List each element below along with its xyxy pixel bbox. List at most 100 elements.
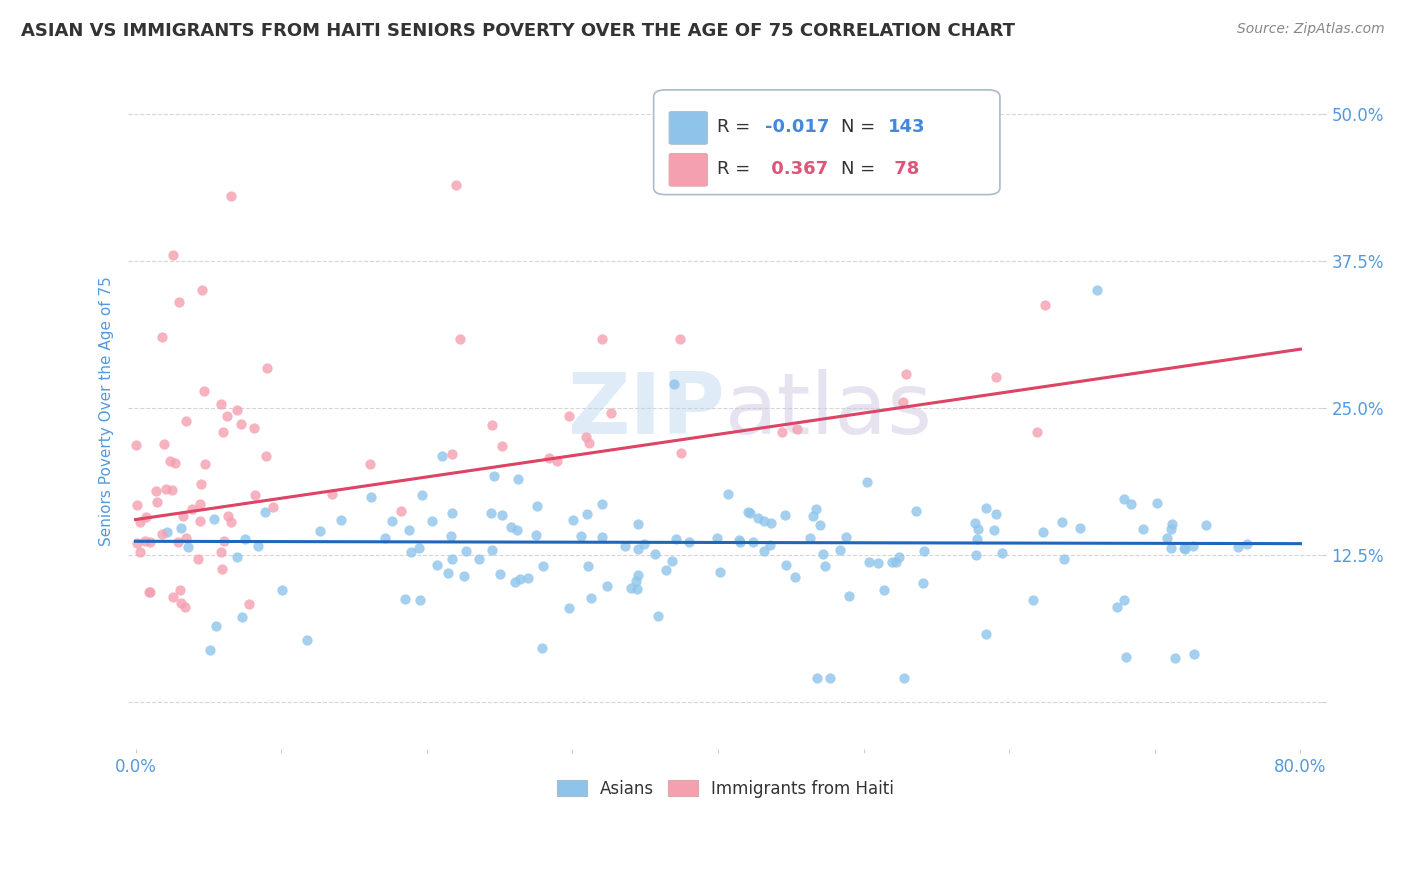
Point bbox=[1174, 542, 1197, 557]
Point bbox=[558, 409, 581, 424]
Point bbox=[983, 523, 1005, 537]
Point bbox=[591, 530, 613, 544]
Point bbox=[664, 377, 686, 392]
Point bbox=[1114, 592, 1136, 607]
Point bbox=[188, 514, 211, 528]
Point bbox=[1069, 521, 1091, 535]
Point bbox=[212, 533, 235, 548]
Point bbox=[200, 643, 222, 657]
Point bbox=[811, 547, 834, 561]
Point bbox=[254, 449, 277, 463]
Point bbox=[614, 539, 637, 553]
Point bbox=[1132, 522, 1154, 536]
Point bbox=[1236, 537, 1258, 551]
Point bbox=[575, 430, 598, 444]
Point bbox=[818, 671, 841, 685]
Text: 143: 143 bbox=[887, 118, 925, 136]
Point bbox=[359, 457, 381, 471]
Point bbox=[482, 469, 505, 483]
Point bbox=[747, 511, 769, 525]
Point bbox=[578, 435, 600, 450]
Point bbox=[620, 582, 643, 596]
Point bbox=[526, 499, 548, 513]
Point bbox=[576, 558, 599, 573]
Point bbox=[974, 627, 997, 641]
Point bbox=[420, 514, 443, 528]
Point bbox=[181, 501, 204, 516]
Text: R =: R = bbox=[717, 160, 756, 178]
Point bbox=[984, 508, 1007, 522]
Point bbox=[162, 590, 184, 604]
Point bbox=[155, 483, 177, 497]
Point bbox=[873, 582, 896, 597]
Point bbox=[1163, 651, 1185, 665]
FancyBboxPatch shape bbox=[669, 153, 707, 186]
Point bbox=[398, 524, 420, 538]
Point bbox=[627, 516, 650, 531]
Point bbox=[984, 369, 1007, 384]
Point bbox=[1021, 592, 1043, 607]
Point bbox=[991, 546, 1014, 560]
Point bbox=[1182, 539, 1205, 553]
Point bbox=[669, 446, 692, 460]
Text: ZIP: ZIP bbox=[568, 369, 725, 452]
Point bbox=[309, 524, 332, 538]
Point bbox=[246, 540, 269, 554]
Point bbox=[127, 536, 149, 550]
Point bbox=[558, 601, 581, 615]
Point bbox=[838, 589, 860, 603]
Point bbox=[150, 527, 173, 541]
Point bbox=[166, 534, 188, 549]
Point bbox=[647, 609, 669, 624]
Point bbox=[408, 541, 430, 556]
Text: Source: ZipAtlas.com: Source: ZipAtlas.com bbox=[1237, 22, 1385, 37]
Point bbox=[481, 542, 503, 557]
Point bbox=[866, 557, 889, 571]
Point bbox=[1115, 650, 1137, 665]
Point bbox=[627, 541, 650, 556]
Point bbox=[271, 582, 294, 597]
Text: -0.017: -0.017 bbox=[765, 118, 830, 136]
Point bbox=[709, 565, 731, 579]
Point bbox=[1085, 284, 1108, 298]
FancyBboxPatch shape bbox=[654, 90, 1000, 194]
Point bbox=[678, 535, 700, 549]
Point bbox=[150, 330, 173, 344]
Point bbox=[174, 414, 197, 428]
Point bbox=[297, 633, 319, 648]
Point bbox=[1182, 647, 1205, 661]
FancyBboxPatch shape bbox=[669, 112, 707, 145]
Point bbox=[177, 540, 200, 554]
Point bbox=[965, 516, 987, 530]
Point bbox=[481, 417, 503, 432]
Point bbox=[516, 571, 538, 585]
Point bbox=[884, 555, 907, 569]
Point bbox=[499, 520, 522, 534]
Y-axis label: Seniors Poverty Over the Age of 75: Seniors Poverty Over the Age of 75 bbox=[100, 276, 114, 546]
Point bbox=[880, 555, 903, 569]
Point bbox=[571, 529, 593, 543]
Point bbox=[174, 600, 197, 615]
Point bbox=[437, 566, 460, 580]
Point bbox=[665, 533, 688, 547]
Point bbox=[187, 551, 209, 566]
Point bbox=[440, 528, 463, 542]
Point bbox=[139, 585, 162, 599]
Point bbox=[430, 449, 453, 463]
Point bbox=[411, 488, 433, 502]
Point bbox=[524, 528, 547, 542]
Point bbox=[561, 513, 583, 527]
Point bbox=[835, 530, 858, 544]
Point bbox=[808, 517, 831, 532]
Point bbox=[453, 569, 475, 583]
Point bbox=[1195, 518, 1218, 533]
Point bbox=[256, 361, 278, 376]
Point bbox=[1112, 491, 1135, 506]
Point bbox=[444, 178, 467, 192]
Point bbox=[129, 515, 152, 529]
Point bbox=[169, 582, 191, 597]
Point bbox=[401, 544, 423, 558]
Point bbox=[219, 189, 242, 203]
Point bbox=[425, 558, 447, 572]
Point bbox=[162, 483, 184, 497]
